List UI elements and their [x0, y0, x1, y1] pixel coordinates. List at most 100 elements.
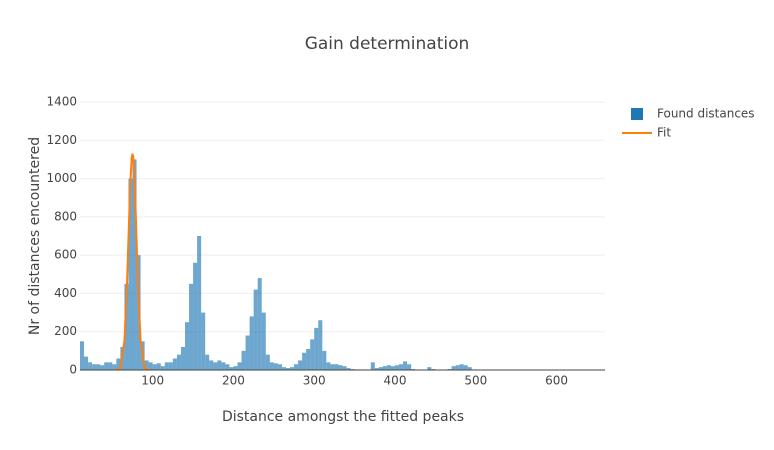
y-tick-label: 1400 — [46, 95, 77, 109]
bar — [273, 363, 278, 370]
bar — [152, 364, 157, 370]
bar — [298, 360, 303, 370]
bar — [168, 362, 173, 370]
x-axis-title: Distance amongst the fitted peaks — [222, 409, 464, 425]
bar — [100, 365, 105, 370]
bar — [124, 283, 129, 370]
bar — [245, 335, 250, 370]
bar — [225, 364, 230, 370]
bar — [285, 368, 290, 370]
bar — [144, 360, 149, 370]
bar — [241, 350, 246, 370]
bar — [382, 366, 387, 370]
bar — [253, 289, 258, 370]
bar — [185, 322, 190, 370]
x-tick-label: 200 — [222, 374, 245, 388]
x-tick-label: 600 — [545, 374, 568, 388]
bar — [160, 366, 165, 370]
bar — [261, 312, 266, 370]
bar — [342, 366, 347, 370]
bar — [318, 320, 323, 370]
bar — [467, 367, 472, 370]
x-tick-label: 400 — [384, 374, 407, 388]
bar — [290, 367, 295, 370]
bar — [306, 348, 311, 370]
bar — [326, 362, 331, 370]
bar — [390, 366, 395, 370]
bar — [213, 362, 218, 370]
bar — [193, 262, 198, 370]
bar — [88, 362, 93, 370]
bar — [189, 283, 194, 370]
bar — [172, 358, 177, 370]
bar — [269, 362, 274, 370]
bar — [237, 362, 242, 370]
legend-swatch — [631, 108, 643, 120]
bar — [205, 354, 210, 370]
bar — [148, 362, 153, 370]
bar — [156, 363, 161, 370]
bar — [378, 367, 383, 370]
bar — [281, 367, 286, 370]
bar — [84, 356, 89, 370]
bar — [395, 365, 400, 370]
bar — [132, 159, 137, 370]
bar — [229, 367, 234, 370]
bar — [112, 364, 117, 370]
bar — [370, 362, 375, 370]
legend-label: Found distances — [657, 107, 755, 121]
x-tick-label: 300 — [303, 374, 326, 388]
bar — [164, 362, 169, 370]
bar — [314, 327, 319, 370]
bar — [463, 365, 468, 370]
bar — [257, 278, 262, 370]
bar — [217, 360, 222, 370]
y-tick-label: 600 — [54, 248, 77, 262]
bar — [92, 364, 97, 370]
bar — [459, 364, 464, 370]
bar — [338, 365, 343, 370]
bar — [116, 358, 121, 370]
x-tick-label: 100 — [141, 374, 164, 388]
bar — [176, 354, 181, 370]
chart-title: Gain determination — [305, 34, 470, 54]
bar — [128, 178, 133, 370]
bar — [455, 365, 460, 370]
bar — [346, 368, 351, 370]
y-tick-label: 1000 — [46, 171, 77, 185]
bar — [302, 352, 307, 370]
x-tick-label: 500 — [464, 374, 487, 388]
bar — [221, 362, 226, 370]
y-tick-label: 400 — [54, 286, 77, 300]
bar — [80, 341, 85, 370]
y-axis-title: Nr of distances encountered — [27, 137, 43, 335]
bar — [201, 312, 206, 370]
bar — [277, 364, 282, 370]
bar — [330, 364, 335, 370]
bar — [180, 347, 185, 370]
bar — [322, 350, 327, 370]
bar — [374, 368, 379, 370]
bar — [209, 360, 214, 370]
y-tick-label: 200 — [54, 324, 77, 338]
bar — [334, 364, 339, 370]
bar — [427, 367, 432, 370]
bar — [233, 366, 238, 370]
bar — [249, 316, 254, 370]
bar — [386, 365, 391, 370]
bar — [108, 362, 113, 370]
y-tick-label: 1200 — [46, 133, 77, 147]
bar — [96, 364, 101, 370]
fit-line — [115, 153, 150, 371]
bar — [104, 362, 109, 370]
bar — [451, 366, 456, 370]
legend-label: Fit — [657, 126, 671, 140]
bar — [294, 364, 299, 370]
bar — [310, 339, 315, 370]
bar — [403, 361, 408, 370]
bar — [197, 236, 202, 370]
y-tick-label: 800 — [54, 209, 77, 223]
bar — [265, 354, 270, 370]
